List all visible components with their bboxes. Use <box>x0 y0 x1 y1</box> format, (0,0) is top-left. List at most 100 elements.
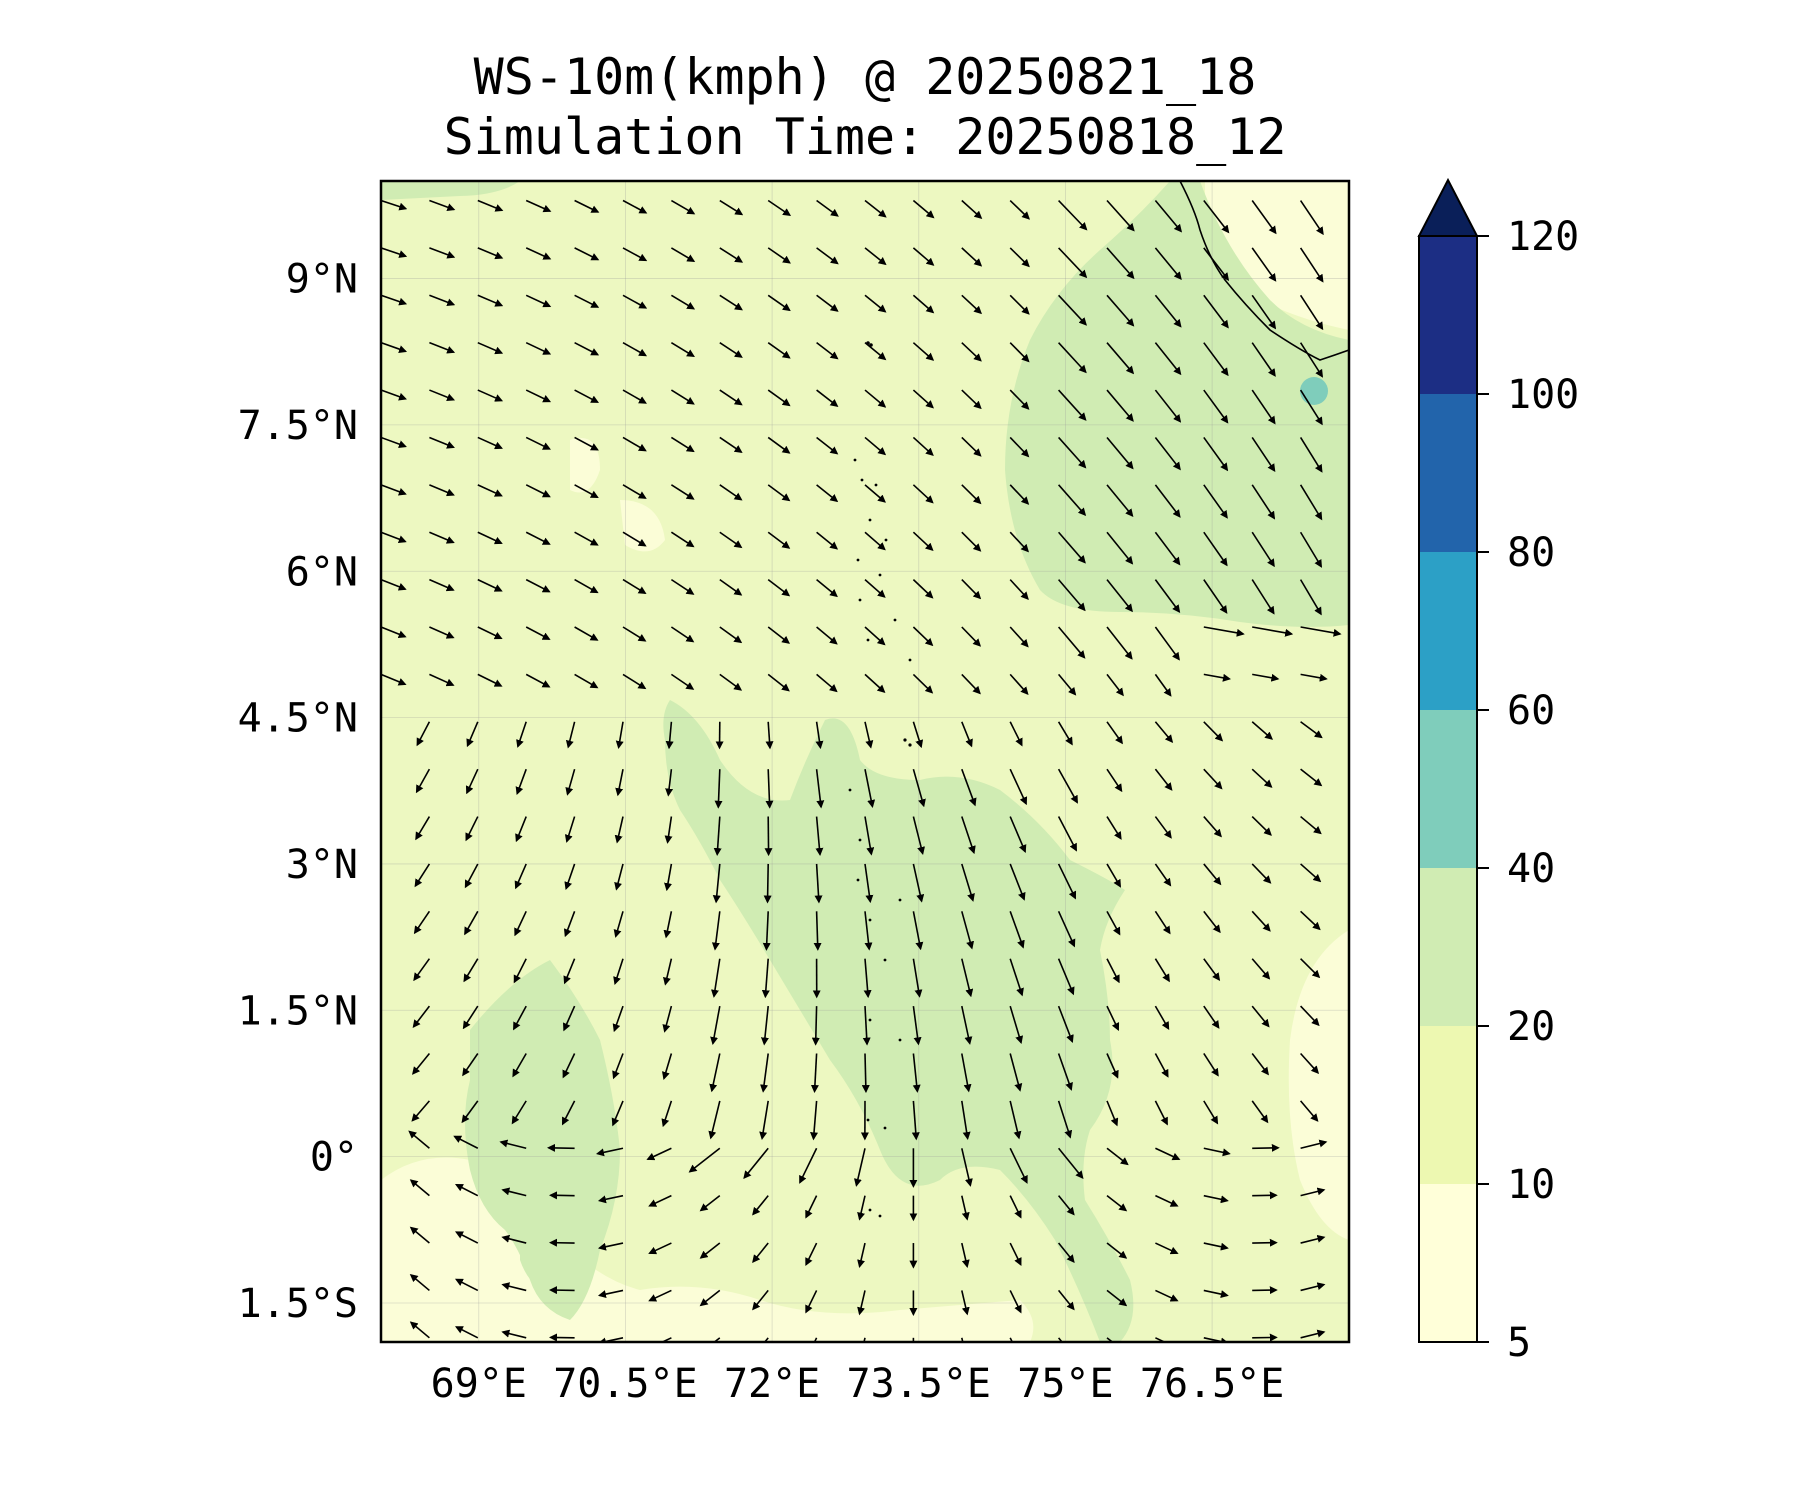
wind-arrow <box>816 436 839 455</box>
wind-arrow <box>515 768 527 796</box>
wind-arrow <box>1251 815 1272 836</box>
wind-arrow <box>1106 484 1134 517</box>
wind-arrow <box>1203 673 1231 682</box>
wind-arrow <box>597 1289 624 1299</box>
wind-arrow <box>912 484 934 504</box>
wind-arrow <box>1106 342 1135 375</box>
wind-arrow <box>513 1005 527 1031</box>
lat-tick-label: 1.5°N <box>238 988 358 1034</box>
wind-arrow <box>662 1005 673 1033</box>
wind-arrow <box>574 341 600 356</box>
wind-arrow <box>711 958 721 998</box>
wind-arrow <box>1057 1195 1075 1216</box>
wind-arrow <box>381 1100 382 1103</box>
wind-arrow <box>1106 1147 1129 1166</box>
wind-arrow <box>1009 1147 1028 1184</box>
wind-arrow <box>1106 1100 1119 1127</box>
wind-arrow <box>1154 1005 1170 1030</box>
wind-arrow <box>743 1147 769 1180</box>
wind-arrow <box>1251 768 1273 788</box>
wind-arrow <box>670 294 696 310</box>
wind-arrow <box>1251 389 1276 425</box>
wind-arrow <box>1300 1234 1326 1244</box>
wind-arrow <box>1251 437 1276 473</box>
coastline-india <box>1179 181 1349 361</box>
wind-arrow <box>1203 816 1222 838</box>
wind-arrow <box>1009 1195 1022 1219</box>
wind-arrow <box>615 721 624 749</box>
wind-arrow <box>1348 200 1349 203</box>
wind-arrow <box>816 626 838 645</box>
wind-arrow <box>1251 294 1277 330</box>
lat-tick-label: 7.5°N <box>238 403 358 449</box>
wind-arrow <box>1009 1100 1022 1140</box>
wind-arrow <box>622 436 647 452</box>
wind-arrow <box>1348 579 1349 582</box>
wind-arrow <box>413 910 431 935</box>
wind-arrow <box>1348 627 1349 628</box>
wind-arrow <box>1057 1005 1074 1044</box>
wind-arrow <box>1348 1194 1349 1196</box>
wind-arrow <box>1106 816 1122 840</box>
wind-arrow <box>864 721 874 749</box>
wind-arrow <box>1299 579 1322 616</box>
wind-arrow <box>409 1321 430 1339</box>
wind-arrow <box>1106 1005 1120 1032</box>
wind-arrow <box>381 531 407 543</box>
wind-arrow <box>912 626 934 647</box>
wind-arrow <box>1155 1147 1181 1161</box>
wind-arrow <box>961 247 983 267</box>
wind-arrow <box>1009 626 1029 648</box>
wind-arrow <box>1348 721 1349 723</box>
wind-arrow <box>614 816 624 844</box>
wind-arrow <box>622 199 648 214</box>
wind-arrow <box>760 1006 769 1046</box>
wind-arrow <box>1106 1242 1128 1259</box>
wind-arrow <box>622 626 647 642</box>
wind-arrow <box>477 578 503 592</box>
wind-arrow <box>670 436 695 453</box>
wind-arrow <box>1058 389 1087 421</box>
wind-arrow <box>477 247 504 260</box>
wind-arrow <box>611 1100 624 1127</box>
wind-arrow <box>525 673 551 688</box>
wind-arrow <box>661 1053 673 1080</box>
wind-arrow <box>961 1100 971 1141</box>
wind-arrow <box>710 1005 721 1046</box>
wind-arrow <box>563 911 576 938</box>
wind-arrow <box>719 294 743 311</box>
wind-arrow <box>1348 295 1349 297</box>
wind-arrow <box>1348 342 1349 345</box>
wind-arrow <box>574 436 599 451</box>
wind-arrow <box>515 816 527 843</box>
wind-arrow <box>454 1184 479 1197</box>
wind-arrow <box>464 910 479 936</box>
wind-arrow <box>1300 910 1321 931</box>
moderate-wind-region-central <box>663 700 1134 1342</box>
wind-arrow <box>961 1005 973 1045</box>
wind-arrow <box>714 769 723 809</box>
wind-arrow <box>1251 1053 1269 1076</box>
wind-arrow <box>1154 484 1181 518</box>
colorbar-tick-label: 5 <box>1507 1320 1531 1366</box>
wind-arrow <box>961 531 982 552</box>
wind-arrow <box>1203 484 1228 519</box>
wind-arrow <box>1252 673 1280 682</box>
wind-arrow <box>429 626 455 639</box>
wind-arrow <box>1203 768 1223 790</box>
wind-arrow <box>765 721 774 750</box>
wind-arrow <box>765 769 774 809</box>
wind-arrow <box>912 294 935 314</box>
wind-arrow <box>1009 247 1030 268</box>
wind-arrow <box>805 1195 818 1219</box>
wind-arrow <box>1155 1337 1179 1342</box>
lat-tick-label: 1.5°S <box>238 1281 358 1327</box>
wind-arrow <box>477 341 504 355</box>
wind-arrow <box>961 673 981 695</box>
wind-arrow <box>816 199 839 217</box>
longitude-tick-labels: 69°E 70.5°E 72°E 73.5°E 75°E 76.5°E <box>431 1361 1285 1407</box>
wind-arrow <box>661 1100 673 1128</box>
wind-arrow <box>670 626 695 643</box>
wind-arrow <box>409 1273 430 1292</box>
